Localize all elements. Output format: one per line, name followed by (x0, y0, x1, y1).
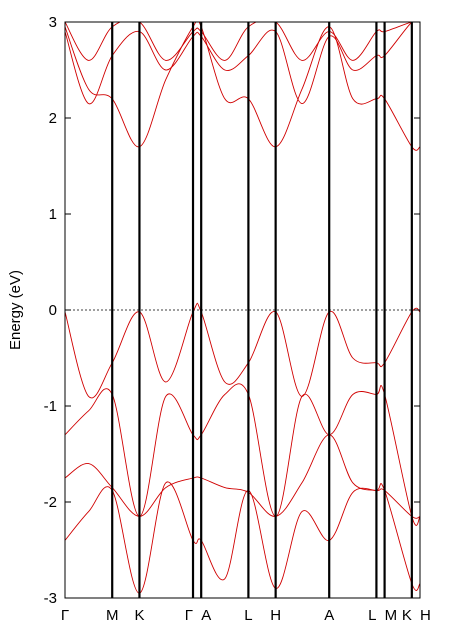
k-point-label-9: L (368, 607, 376, 624)
y-tick-label-2: -2 (44, 494, 57, 511)
y-tick-label-1: -3 (44, 590, 57, 607)
k-point-label-5: A (201, 607, 211, 624)
k-point-label-3: K (134, 607, 144, 624)
k-point-label-1: Γ (61, 607, 69, 624)
k-point-label-6: L (244, 607, 252, 624)
y-tick-label-5: 1 (49, 206, 57, 223)
y-tick-label-7: 3 (49, 14, 57, 31)
k-point-label-12: H (420, 607, 431, 624)
y-tick-label-4: 0 (49, 302, 57, 319)
band-line-2 (65, 383, 420, 526)
y-ticks-layer: -3 -2 -1 0 1 2 3 (44, 14, 420, 607)
k-point-label-4: Γ (185, 607, 193, 624)
k-point-label-8: A (324, 607, 334, 624)
y-axis-label: Energy (eV) (7, 270, 24, 350)
symmetry-lines-layer (111, 22, 413, 598)
k-point-label-2: M (106, 607, 119, 624)
band-line-4 (65, 481, 420, 594)
k-point-label-10: M (385, 607, 398, 624)
y-tick-label-3: -1 (44, 398, 57, 415)
k-point-label-7: H (270, 607, 281, 624)
k-point-label-11: K (402, 607, 412, 624)
y-tick-label-6: 2 (49, 110, 57, 127)
